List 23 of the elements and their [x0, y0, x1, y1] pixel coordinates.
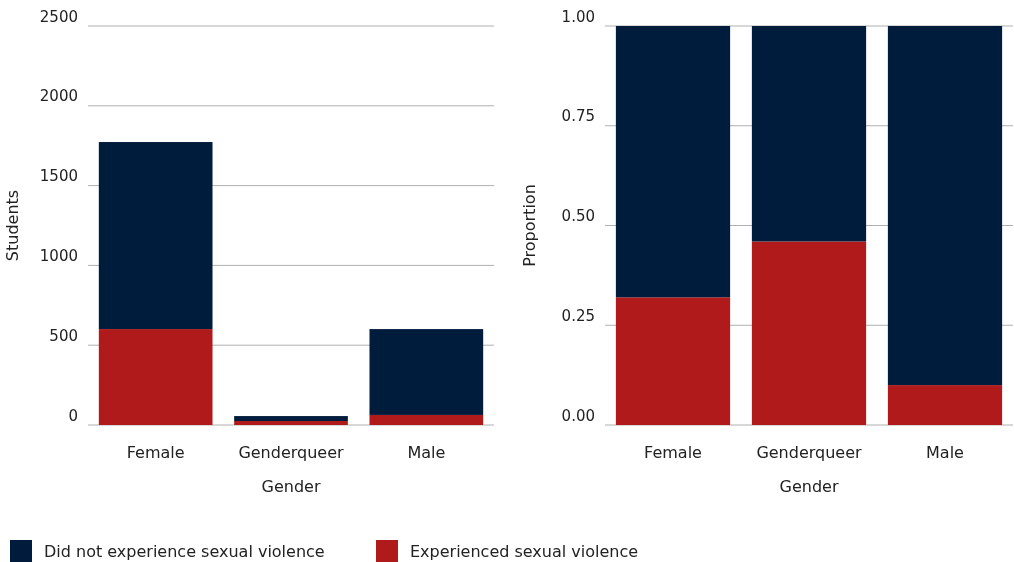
x-tick-label: Male [926, 443, 964, 462]
y-axis-title: Students [3, 189, 22, 262]
x-tick-label: Female [126, 443, 185, 462]
y-tick-label: 0.25 [561, 306, 595, 325]
legend-label: Did not experience sexual violence [44, 542, 325, 561]
x-tick-label: Female [644, 443, 702, 462]
y-tick-label: 2500 [39, 7, 78, 26]
x-tick-label: Genderqueer [238, 443, 345, 462]
y-tick-label: 1000 [39, 246, 78, 265]
x-axis-title: Gender [261, 477, 321, 496]
y-tick-label: 0 [68, 406, 78, 425]
legend-label: Experienced sexual violence [410, 542, 639, 561]
y-tick-label: 0.50 [561, 207, 595, 225]
y-tick-label: 2000 [39, 87, 78, 106]
x-axis-title: Gender [779, 477, 839, 496]
y-tick-label: 1500 [39, 167, 78, 186]
y-tick-label: 0.00 [561, 406, 595, 425]
x-tick-label: Male [407, 443, 446, 462]
x-tick-label: Genderqueer [756, 443, 863, 462]
y-tick-label: 500 [49, 326, 78, 345]
y-axis-title: Proportion [520, 184, 539, 267]
y-tick-label: 1.00 [561, 7, 595, 26]
y-tick-label: 0.75 [561, 107, 595, 126]
